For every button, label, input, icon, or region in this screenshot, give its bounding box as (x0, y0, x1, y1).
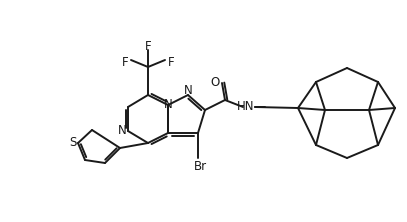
Text: N: N (164, 99, 173, 111)
Text: N: N (184, 83, 193, 97)
Text: O: O (210, 77, 220, 89)
Text: F: F (122, 56, 128, 69)
Text: N: N (118, 125, 127, 137)
Text: S: S (69, 137, 77, 149)
Text: F: F (144, 40, 151, 52)
Text: Br: Br (193, 161, 207, 174)
Text: HN: HN (237, 99, 255, 113)
Text: F: F (168, 56, 174, 69)
